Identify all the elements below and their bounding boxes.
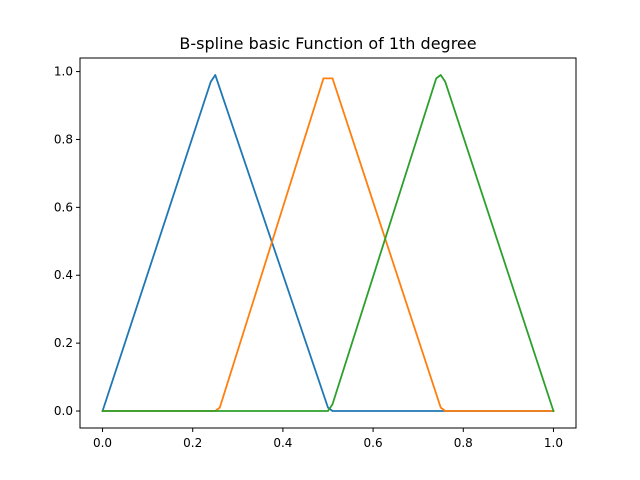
tick-layer: 0.0 0.2 0.4 0.6 0.8 1.0 0.0 0.2 0.4 0.6 0.8 1.0: [54, 65, 563, 450]
y-tick-label: 0.4: [54, 268, 73, 282]
y-tick-label: 0.2: [54, 336, 73, 350]
plot-frame: [79, 57, 577, 429]
series-layer: [101, 74, 555, 413]
x-tick-label: 0.2: [183, 436, 202, 450]
x-tick-label: 0.6: [364, 436, 383, 450]
y-tick-label: 0.0: [54, 404, 73, 418]
x-tick-label: 0.8: [454, 436, 473, 450]
y-tick-label: 0.6: [54, 200, 73, 214]
series-line-1: [101, 74, 555, 413]
x-tick-label: 1.0: [544, 436, 563, 450]
y-tick-label: 1.0: [54, 65, 73, 79]
series-line-3: [101, 74, 555, 413]
x-tick-label: 0.0: [93, 436, 112, 450]
y-tick-label: 0.8: [54, 132, 73, 146]
series-line-2: [101, 77, 555, 412]
x-tick-label: 0.4: [273, 436, 292, 450]
chart-title: B-spline basic Function of 1th degree: [179, 34, 476, 53]
